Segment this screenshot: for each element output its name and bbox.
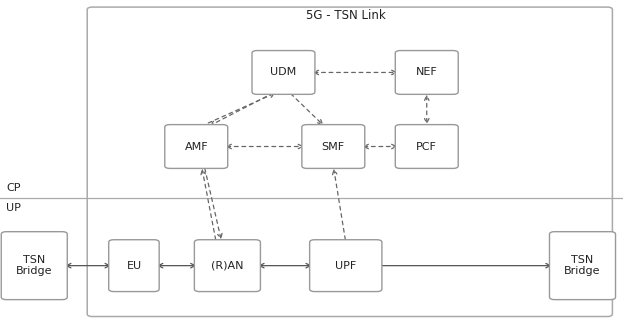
Text: NEF: NEF [416,67,437,78]
FancyBboxPatch shape [549,232,616,299]
Text: SMF: SMF [321,141,345,152]
FancyBboxPatch shape [87,7,612,317]
Text: PCF: PCF [416,141,437,152]
Text: (R)AN: (R)AN [211,260,244,271]
FancyBboxPatch shape [194,240,260,292]
Text: CP: CP [6,183,21,194]
FancyBboxPatch shape [310,240,382,292]
Text: 5G - TSN Link: 5G - TSN Link [306,9,386,22]
Text: UPF: UPF [335,260,356,271]
FancyBboxPatch shape [396,125,459,168]
FancyBboxPatch shape [396,51,459,94]
FancyBboxPatch shape [164,125,228,168]
FancyBboxPatch shape [1,232,67,299]
Text: TSN
Bridge: TSN Bridge [16,255,52,277]
FancyBboxPatch shape [252,51,315,94]
Text: UP: UP [6,203,21,213]
FancyBboxPatch shape [108,240,159,292]
FancyBboxPatch shape [302,125,365,168]
Text: TSN
Bridge: TSN Bridge [564,255,601,277]
Text: AMF: AMF [184,141,208,152]
Text: UDM: UDM [270,67,297,78]
Text: EU: EU [126,260,141,271]
